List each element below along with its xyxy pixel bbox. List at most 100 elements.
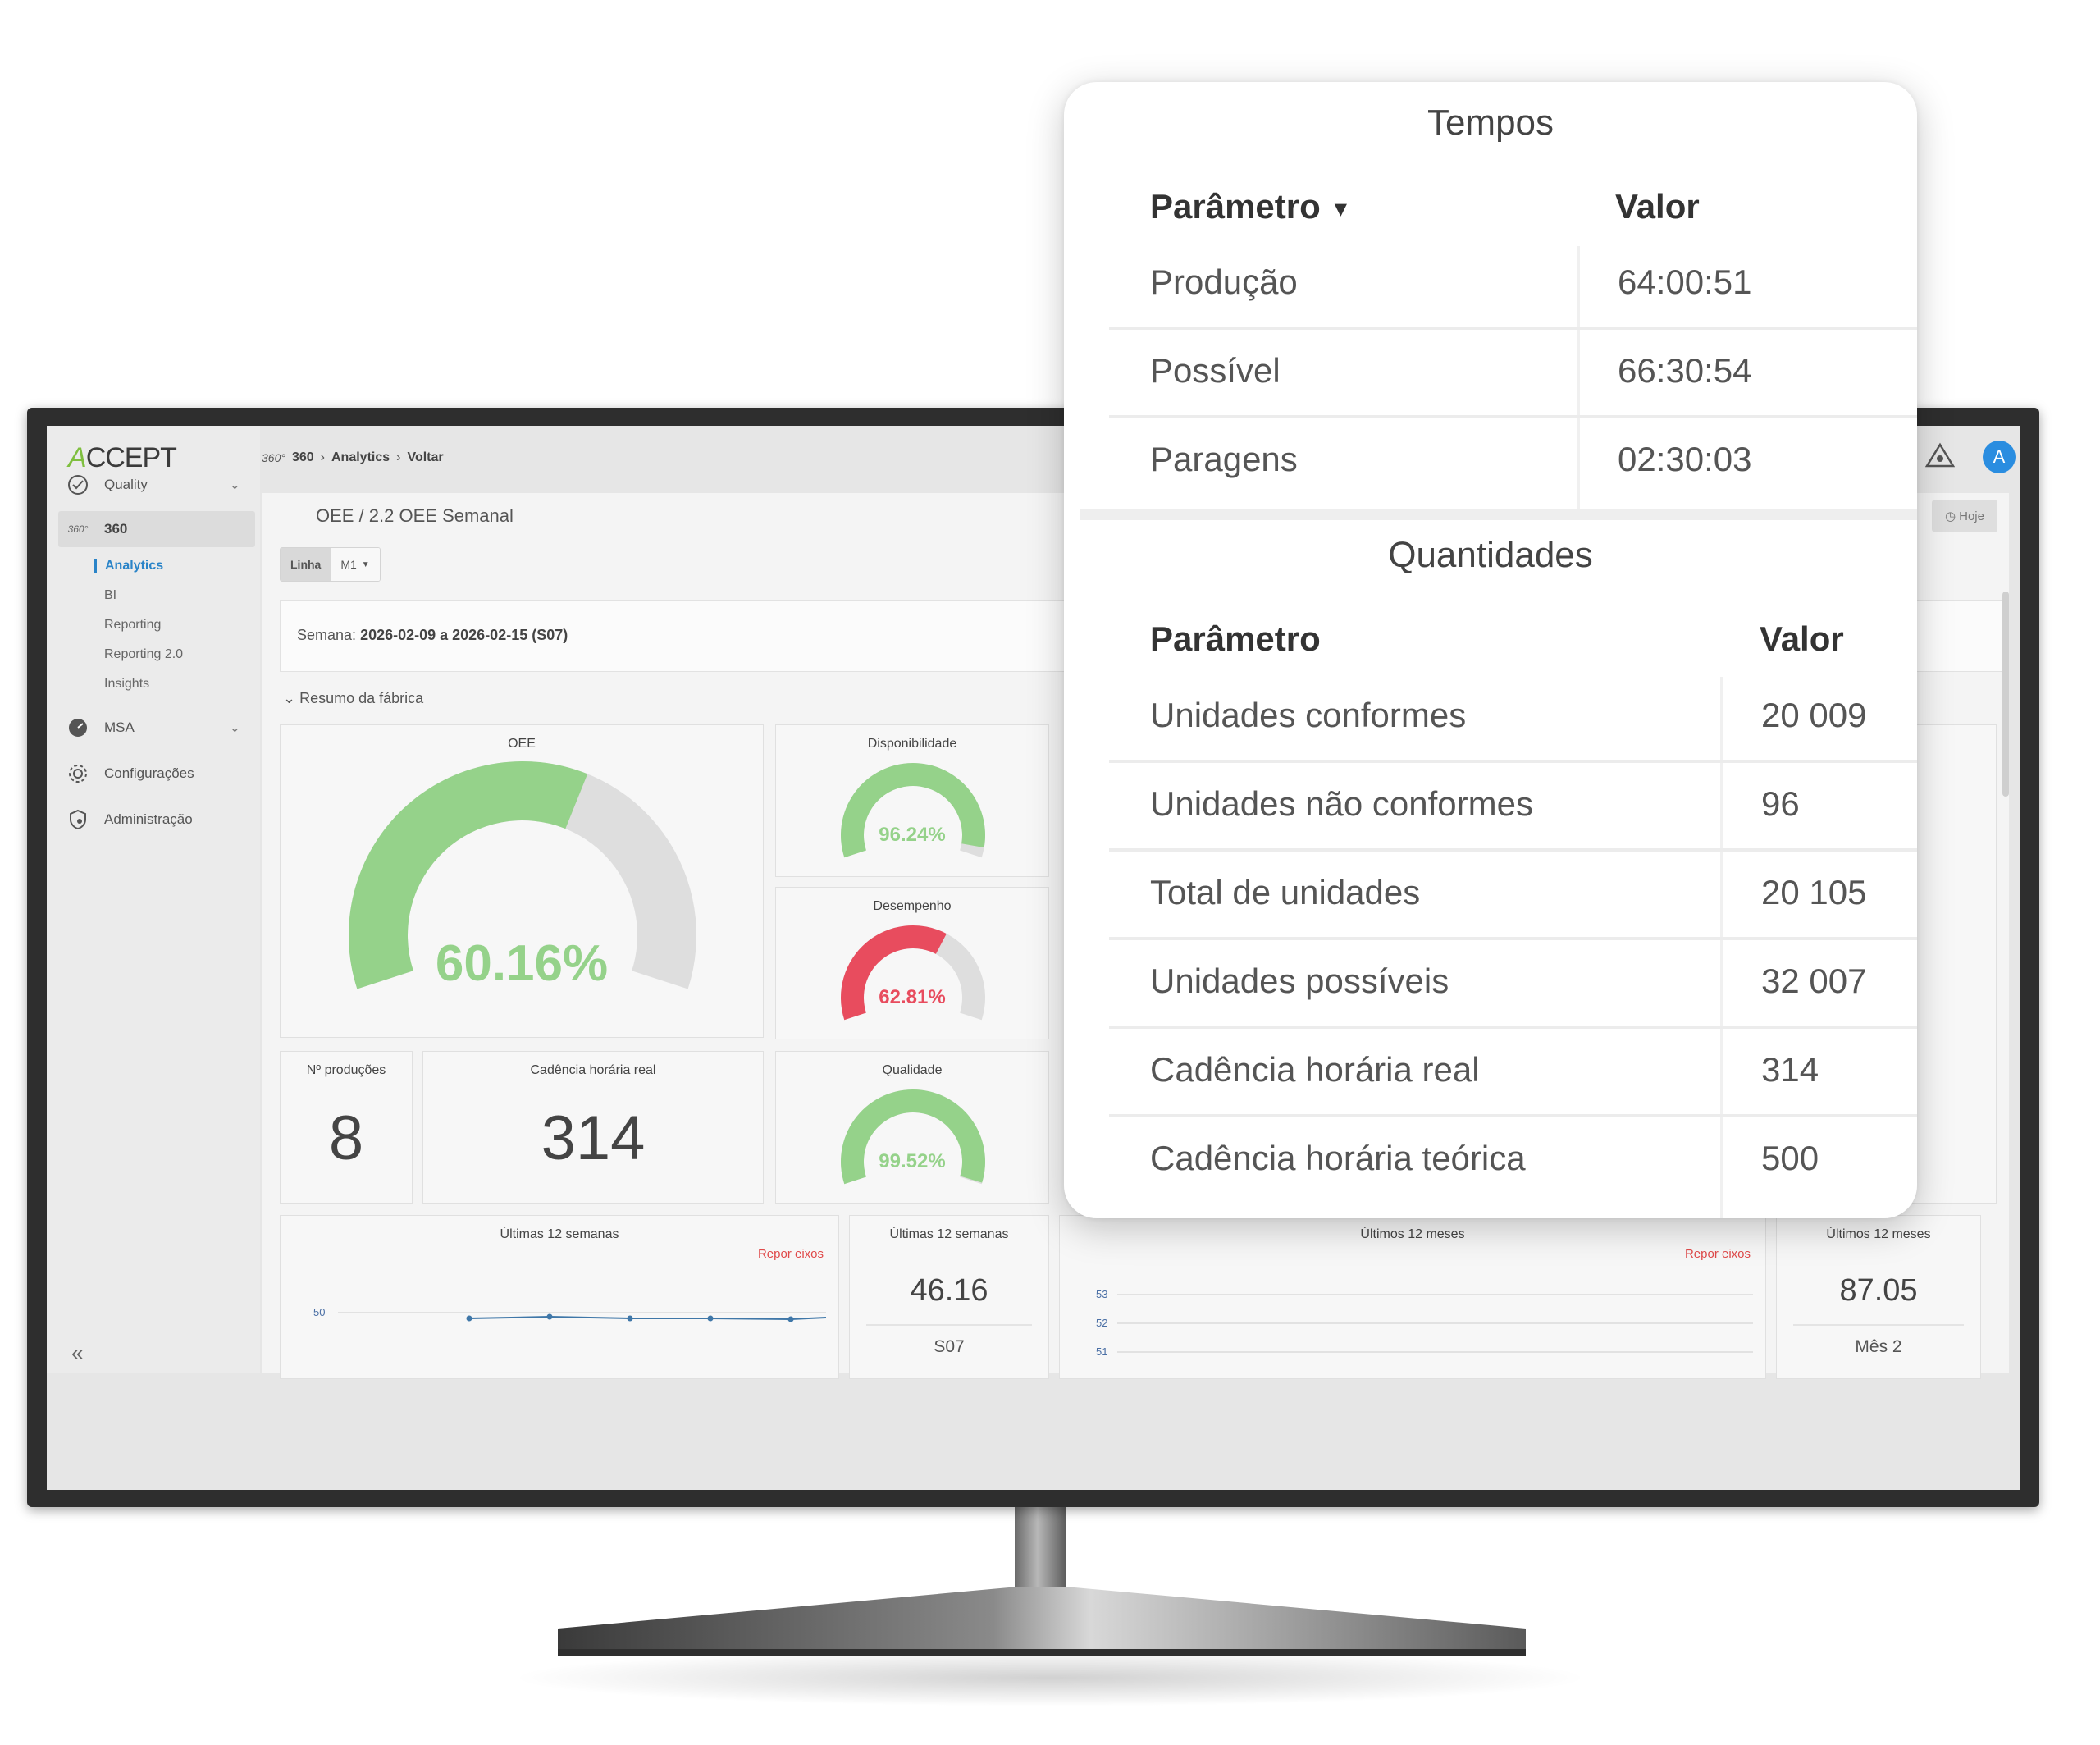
gear-icon <box>66 762 89 785</box>
breadcrumb-item[interactable]: Analytics <box>331 450 390 464</box>
sidebar-subitem-insights[interactable]: Insights <box>104 677 150 691</box>
sidebar-item-quality[interactable]: Quality ⌄ <box>47 467 260 503</box>
reset-axes-button[interactable]: Repor eixos <box>757 1247 824 1261</box>
row-value: 20 009 <box>1761 696 1867 734</box>
table-row: Unidades conformes 20 009 <box>1109 671 1917 763</box>
row-value: 96 <box>1761 784 1800 823</box>
table-row: Total de unidades 20 105 <box>1109 848 1917 940</box>
monitor-stand-neck <box>1015 1507 1066 1589</box>
breadcrumb-item[interactable]: 360 <box>291 450 314 464</box>
sidebar-item-configuracoes[interactable]: Configurações <box>47 756 260 792</box>
y-tick-label: 50 <box>313 1306 326 1318</box>
tempos-title: Tempos <box>1427 103 1554 143</box>
productions-card: Nº produções 8 <box>280 1051 413 1204</box>
tempos-col-param[interactable]: Parâmetro ▼ <box>1150 187 1351 226</box>
week-value: 2026-02-09 a 2026-02-15 (S07) <box>360 627 568 643</box>
table-row: Unidades possíveis 32 007 <box>1109 937 1917 1029</box>
sidebar-item-administracao[interactable]: Administração <box>47 802 260 838</box>
weeks-value-title: Últimas 12 semanas <box>889 1227 1009 1241</box>
oee-gauge <box>349 761 696 989</box>
table-row: Unidades não conformes 96 <box>1109 760 1917 852</box>
table-row: Possível 66:30:54 <box>1109 327 1917 418</box>
chevron-down-icon: ⌄ <box>229 478 240 492</box>
details-popup: Tempos Parâmetro ▼ Valor Produção 64:00:… <box>1064 82 1917 1218</box>
availability-title: Disponibilidade <box>867 737 957 751</box>
caret-down-icon: ▼ <box>361 560 370 569</box>
section-divider <box>1080 509 1917 520</box>
breadcrumb-item[interactable]: Voltar <box>407 450 444 464</box>
sidebar: ACCEPT Quality ⌄ 360° 360 Analytics BI R… <box>47 426 260 1373</box>
table-row: Produção 64:00:51 <box>1109 238 1917 330</box>
row-value: 66:30:54 <box>1618 351 1752 390</box>
app-logo[interactable]: ACCEPT <box>68 442 177 473</box>
row-param: Total de unidades <box>1150 873 1421 911</box>
sidebar-item-label: 360 <box>104 521 128 537</box>
y-tick-label: 53 <box>1096 1288 1108 1300</box>
row-param: Produção <box>1150 263 1298 301</box>
months-chart-card: Últimos 12 meses Repor eixos 53 52 51 <box>1059 1215 1766 1379</box>
months-gridlines <box>1117 1294 1753 1353</box>
page-title: OEE / 2.2 OEE Semanal <box>316 505 514 526</box>
gauge-icon <box>66 716 89 739</box>
gauge-fill <box>841 1089 985 1185</box>
section-title[interactable]: ⌄ Resumo da fábrica <box>283 690 423 707</box>
quantidades-title: Quantidades <box>1388 535 1593 575</box>
caret-down-icon: ▼ <box>1330 196 1352 222</box>
stand-shadow <box>509 1649 1591 1706</box>
table-row: Paragens 02:30:03 <box>1109 415 1917 504</box>
reset-axes-button[interactable]: Repor eixos <box>1684 1247 1751 1261</box>
quality-card: Qualidade 99.52% <box>775 1051 1049 1204</box>
360-icon: 360° <box>262 451 285 464</box>
quantidades-col-param[interactable]: Parâmetro <box>1150 619 1321 658</box>
collapse-sidebar-button[interactable]: « <box>71 1341 84 1365</box>
sidebar-subitem-bi[interactable]: BI <box>104 588 117 602</box>
performance-value: 62.81% <box>879 986 946 1008</box>
availability-card: Disponibilidade 96.24% <box>775 724 1049 877</box>
productions-title: Nº produções <box>306 1063 386 1077</box>
sidebar-item-msa[interactable]: MSA ⌄ <box>47 710 260 746</box>
sidebar-subitem-analytics[interactable]: Analytics <box>94 559 163 573</box>
today-button-label: Hoje <box>1959 509 1984 523</box>
cadence-card: Cadência horária real 314 <box>422 1051 764 1204</box>
row-param: Cadência horária teórica <box>1150 1139 1526 1177</box>
chevron-right-icon: › <box>396 450 401 464</box>
row-value: 314 <box>1761 1050 1819 1089</box>
tempos-col-value: Valor <box>1615 187 1700 226</box>
sidebar-subitem-reporting[interactable]: Reporting <box>104 618 162 632</box>
months-value: 87.05 <box>1839 1273 1918 1308</box>
column-divider <box>1720 677 1723 1218</box>
weeks-chart-title: Últimas 12 semanas <box>500 1227 619 1241</box>
section-title-label: Resumo da fábrica <box>299 690 424 706</box>
monitor-stand-base <box>558 1587 1526 1656</box>
line-select-value: M1 <box>340 558 357 571</box>
week-label: Semana: <box>297 627 357 643</box>
row-param: Cadência horária real <box>1150 1050 1480 1089</box>
check-circle-icon <box>66 473 89 496</box>
tempos-col-param-label: Parâmetro <box>1150 187 1321 226</box>
header-actions: A <box>1924 441 2016 473</box>
weeks-value-card: Últimas 12 semanas 46.16 S07 <box>849 1215 1049 1379</box>
weeks-chart-card: Últimas 12 semanas Repor eixos 50 <box>280 1215 839 1379</box>
quality-gauge <box>841 1089 985 1185</box>
availability-gauge <box>841 763 985 858</box>
performance-gauge <box>841 925 985 1021</box>
today-button[interactable]: ◷ Hoje <box>1932 500 1997 532</box>
gauge-fill <box>841 925 947 1021</box>
cadence-title: Cadência horária real <box>530 1063 656 1077</box>
sidebar-subitem-reporting-2[interactable]: Reporting 2.0 <box>104 647 184 661</box>
oee-title: OEE <box>508 737 536 751</box>
row-value: 500 <box>1761 1139 1819 1177</box>
chevron-down-icon: ⌄ <box>283 690 296 706</box>
alert-triangle-icon[interactable] <box>1924 442 1956 473</box>
gauge-fill <box>349 761 588 989</box>
scrollbar[interactable] <box>2002 592 2009 797</box>
line-select[interactable]: M1 ▼ <box>331 548 380 581</box>
sidebar-item-360[interactable]: 360° 360 <box>58 511 255 547</box>
oee-value: 60.16% <box>435 935 609 992</box>
sidebar-item-label: Quality <box>104 477 148 492</box>
clock-icon: ◷ <box>1945 509 1956 523</box>
row-param: Unidades conformes <box>1150 696 1467 734</box>
avatar[interactable]: A <box>1983 441 2016 473</box>
months-value-label: Mês 2 <box>1855 1337 1902 1356</box>
weeks-value-label: S07 <box>934 1337 965 1356</box>
